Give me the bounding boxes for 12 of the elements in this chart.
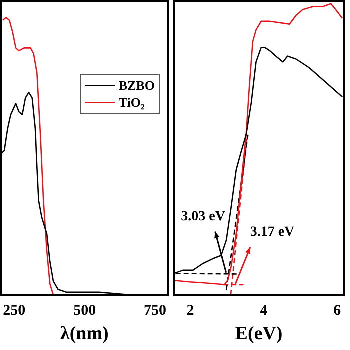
annotation: 3.03 eV [181, 209, 226, 224]
x-axis-title: λ(nm) [60, 324, 109, 345]
x-tick-label: 750 [144, 303, 167, 320]
annotation: 3.17 eV [250, 225, 295, 240]
x-tick-label: 500 [74, 303, 96, 320]
x-tick-label: 250 [3, 303, 26, 320]
x-tick-label: 2 [186, 303, 194, 320]
x-tick-label: 4 [260, 303, 268, 320]
x-tick-label: 6 [334, 303, 342, 320]
legend-label: TiO₂ [118, 94, 145, 111]
x-axis-title: E(eV) [235, 324, 283, 345]
legend-label: BZBO [118, 77, 155, 94]
